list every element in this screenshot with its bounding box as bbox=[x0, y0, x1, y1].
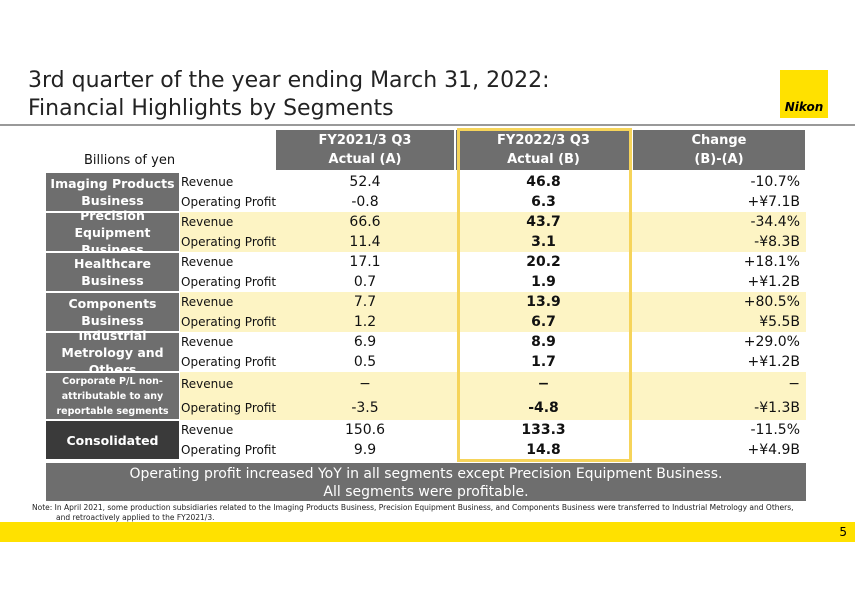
cell: +¥7.1B bbox=[747, 194, 800, 210]
cell: 13.9 bbox=[526, 294, 561, 310]
header-line: Actual (A) bbox=[328, 152, 402, 167]
header-line: Change bbox=[691, 133, 747, 148]
cell: 1.2 bbox=[353, 314, 377, 330]
row-item: Revenue bbox=[181, 175, 234, 189]
cell: 6.7 bbox=[531, 314, 556, 330]
cell: 1.7 bbox=[531, 354, 556, 370]
cell: − bbox=[359, 376, 371, 392]
note: and retroactively applied to the FY2021/… bbox=[56, 513, 215, 522]
cell: 1.9 bbox=[531, 274, 556, 290]
row-item: Operating Profit bbox=[181, 195, 277, 209]
cell: +80.5% bbox=[743, 294, 800, 310]
column-header: FY2021/3 Q3 Actual (A) bbox=[276, 130, 454, 170]
row-item: Operating Profit bbox=[181, 315, 277, 329]
footer-bar: 5 bbox=[0, 522, 855, 542]
summary-line: Operating profit increased YoY in all se… bbox=[129, 466, 723, 482]
row-item: Operating Profit bbox=[181, 401, 277, 415]
cell: -3.5 bbox=[351, 400, 379, 416]
summary-line: All segments were profitable. bbox=[323, 484, 529, 500]
cell: 7.7 bbox=[353, 294, 377, 310]
cell: 133.3 bbox=[521, 422, 566, 438]
title-line: Financial Highlights by Segments bbox=[28, 96, 394, 121]
row-item: Revenue bbox=[181, 255, 234, 269]
row-band bbox=[180, 372, 806, 420]
cell: 46.8 bbox=[526, 174, 561, 190]
page-number: 5 bbox=[839, 525, 847, 539]
cell: -¥8.3B bbox=[754, 234, 800, 250]
highlight bbox=[457, 128, 632, 462]
cell: 6.3 bbox=[531, 194, 556, 210]
segment-label: Components Business bbox=[46, 293, 179, 331]
header-line: FY2022/3 Q3 bbox=[497, 133, 590, 148]
cell: 11.4 bbox=[349, 234, 381, 250]
logo-text: Nikon bbox=[784, 100, 824, 114]
row-item: Operating Profit bbox=[181, 275, 277, 289]
header-line: Actual (B) bbox=[507, 152, 580, 167]
rule bbox=[0, 124, 855, 126]
logo: Nikon bbox=[780, 70, 828, 118]
cell: -¥1.3B bbox=[754, 400, 800, 416]
cell: +¥1.2B bbox=[747, 274, 800, 290]
cell: 150.6 bbox=[344, 422, 386, 438]
row-item: Revenue bbox=[181, 335, 234, 349]
row-band bbox=[180, 292, 806, 332]
row-item: Operating Profit bbox=[181, 355, 277, 369]
cell: 14.8 bbox=[526, 442, 561, 458]
row-item: Operating Profit bbox=[181, 235, 277, 249]
segment-label: Healthcare Business bbox=[46, 253, 179, 291]
cell: 43.7 bbox=[526, 214, 561, 230]
cell: − bbox=[788, 376, 800, 392]
cell: 9.9 bbox=[353, 442, 377, 458]
title-line: 3rd quarter of the year ending March 31,… bbox=[28, 68, 550, 93]
cell: − bbox=[537, 376, 550, 392]
segment-label: Precision Equipment Business bbox=[46, 208, 179, 257]
cell: 0.5 bbox=[353, 354, 377, 370]
cell: -4.8 bbox=[528, 400, 559, 416]
cell: 17.1 bbox=[349, 254, 381, 270]
cell: +18.1% bbox=[743, 254, 800, 270]
cell: +¥4.9B bbox=[747, 442, 800, 458]
segment-label: Imaging Products Business bbox=[46, 173, 179, 211]
cell: 0.7 bbox=[353, 274, 377, 290]
cell: 8.9 bbox=[531, 334, 556, 350]
cell: +29.0% bbox=[743, 334, 800, 350]
header-line: (B)-(A) bbox=[694, 152, 744, 167]
cell: ¥5.5B bbox=[759, 314, 800, 330]
segment-label: Corporate P/L non-attributable to any re… bbox=[46, 373, 179, 419]
row-item: Operating Profit bbox=[181, 443, 277, 457]
note: Note: In April 2021, some production sub… bbox=[32, 503, 794, 512]
row-item: Revenue bbox=[181, 295, 234, 309]
summary-box: Operating profit increased YoY in all se… bbox=[46, 463, 806, 501]
cell: +¥1.2B bbox=[747, 354, 800, 370]
cell: 20.2 bbox=[526, 254, 561, 270]
cell: -11.5% bbox=[750, 422, 800, 438]
unit-label: Billions of yen bbox=[84, 152, 176, 168]
column-header: Change (B)-(A) bbox=[633, 130, 805, 170]
row-band bbox=[180, 212, 806, 252]
row-item: Revenue bbox=[181, 377, 234, 391]
row-item: Revenue bbox=[181, 423, 234, 437]
segment-label: Industrial Metrology and Others bbox=[46, 328, 179, 377]
row-item: Revenue bbox=[181, 215, 234, 229]
segment-label: Consolidated bbox=[46, 421, 179, 459]
cell: -34.4% bbox=[750, 214, 800, 230]
column-header: FY2022/3 Q3 Actual (B) bbox=[456, 130, 631, 170]
cell: -10.7% bbox=[750, 174, 800, 190]
cell: 3.1 bbox=[531, 234, 556, 250]
cell: 52.4 bbox=[349, 174, 381, 190]
header-line: FY2021/3 Q3 bbox=[318, 133, 412, 148]
cell: 6.9 bbox=[353, 334, 377, 350]
cell: -0.8 bbox=[351, 194, 379, 210]
cell: 66.6 bbox=[349, 214, 381, 230]
